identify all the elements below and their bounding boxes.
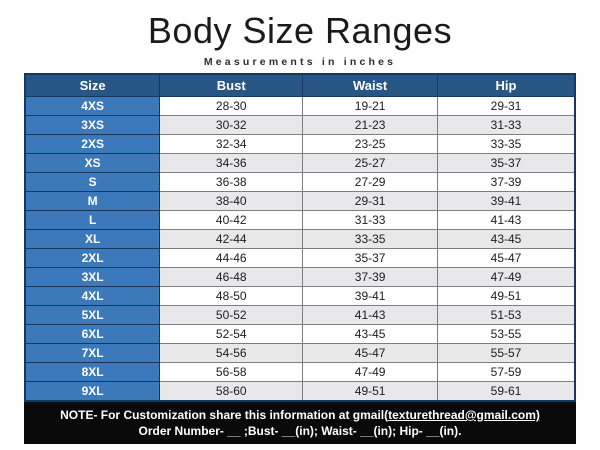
bust-cell: 42-44 — [159, 229, 304, 249]
header-size: Size — [24, 73, 161, 97]
hip-cell: 57-59 — [437, 362, 576, 382]
bust-cell: 28-30 — [159, 96, 304, 116]
hip-cell: 45-47 — [437, 248, 576, 268]
note-line-1: NOTE- For Customization share this infor… — [60, 407, 540, 423]
waist-cell: 41-43 — [302, 305, 438, 325]
size-cell: 2XL — [24, 248, 161, 268]
bust-cell: 58-60 — [159, 381, 304, 402]
size-cell: 7XL — [24, 343, 161, 363]
table-row: 2XS 32-34 23-25 33-35 — [24, 134, 576, 154]
waist-cell: 45-47 — [302, 343, 438, 363]
size-cell: 8XL — [24, 362, 161, 382]
bust-cell: 50-52 — [159, 305, 304, 325]
size-cell: M — [24, 191, 161, 211]
hip-cell: 55-57 — [437, 343, 576, 363]
hip-cell: 49-51 — [437, 286, 576, 306]
hip-cell: 29-31 — [437, 96, 576, 116]
waist-cell: 21-23 — [302, 115, 438, 135]
table-body: 4XS 28-30 19-21 29-31 3XS 30-32 21-23 31-33 2XS 3… — [24, 96, 576, 402]
table-row: 7XL 54-56 45-47 55-57 — [24, 343, 576, 363]
bust-cell: 48-50 — [159, 286, 304, 306]
hip-cell: 43-45 — [437, 229, 576, 249]
table-row: 9XL 58-60 49-51 59-61 — [24, 381, 576, 402]
note-bar: NOTE- For Customization share this infor… — [24, 402, 576, 444]
waist-cell: 33-35 — [302, 229, 438, 249]
bust-cell: 32-34 — [159, 134, 304, 154]
size-table: Size Bust Waist Hip 4XS 28-30 19-21 29-31 3X… — [24, 73, 576, 402]
page-subtitle: Measurements in inches — [203, 55, 397, 68]
size-cell: L — [24, 210, 161, 230]
hip-cell: 37-39 — [437, 172, 576, 192]
waist-cell: 27-29 — [302, 172, 438, 192]
size-cell: XL — [24, 229, 161, 249]
hip-cell: 47-49 — [437, 267, 576, 287]
table-row: L 40-42 31-33 41-43 — [24, 210, 576, 230]
waist-cell: 37-39 — [302, 267, 438, 287]
size-cell: 4XS — [24, 96, 161, 116]
hip-cell: 41-43 — [437, 210, 576, 230]
note-line-2: Order Number- __ ;Bust- __(in); Waist- _… — [138, 424, 462, 438]
waist-cell: 47-49 — [302, 362, 438, 382]
table-header-row: Size Bust Waist Hip — [24, 73, 576, 97]
waist-cell: 31-33 — [302, 210, 438, 230]
table-row: M 38-40 29-31 39-41 — [24, 191, 576, 211]
note-text: NOTE- For Customization share this infor… — [60, 408, 389, 422]
table-row: XL 42-44 33-35 43-45 — [24, 229, 576, 249]
size-cell: S — [24, 172, 161, 192]
table-row: 2XL 44-46 35-37 45-47 — [24, 248, 576, 268]
size-cell: XS — [24, 153, 161, 173]
size-cell: 4XL — [24, 286, 161, 306]
waist-cell: 39-41 — [302, 286, 438, 306]
page-title: Body Size Ranges — [147, 10, 453, 51]
hip-cell: 53-55 — [437, 324, 576, 344]
hip-cell: 39-41 — [437, 191, 576, 211]
waist-cell: 25-27 — [302, 153, 438, 173]
waist-cell: 35-37 — [302, 248, 438, 268]
table-row: S 36-38 27-29 37-39 — [24, 172, 576, 192]
table-row: 6XL 52-54 43-45 53-55 — [24, 324, 576, 344]
header-waist: Waist — [302, 73, 438, 97]
hip-cell: 33-35 — [437, 134, 576, 154]
bust-cell: 52-54 — [159, 324, 304, 344]
size-cell: 3XL — [24, 267, 161, 287]
table-row: 4XL 48-50 39-41 49-51 — [24, 286, 576, 306]
bust-cell: 36-38 — [159, 172, 304, 192]
hip-cell: 51-53 — [437, 305, 576, 325]
bust-cell: 54-56 — [159, 343, 304, 363]
waist-cell: 23-25 — [302, 134, 438, 154]
bust-cell: 34-36 — [159, 153, 304, 173]
email-link[interactable]: texturethread@gmail.com) — [388, 408, 540, 422]
size-cell: 9XL — [24, 381, 161, 402]
waist-cell: 29-31 — [302, 191, 438, 211]
table-row: 3XL 46-48 37-39 47-49 — [24, 267, 576, 287]
header-bust: Bust — [159, 73, 304, 97]
bust-cell: 40-42 — [159, 210, 304, 230]
hip-cell: 35-37 — [437, 153, 576, 173]
size-cell: 3XS — [24, 115, 161, 135]
table-row: 8XL 56-58 47-49 57-59 — [24, 362, 576, 382]
waist-cell: 43-45 — [302, 324, 438, 344]
table-row: XS 34-36 25-27 35-37 — [24, 153, 576, 173]
header-hip: Hip — [437, 73, 576, 97]
size-cell: 6XL — [24, 324, 161, 344]
hip-cell: 59-61 — [437, 381, 576, 402]
table-row: 3XS 30-32 21-23 31-33 — [24, 115, 576, 135]
hip-cell: 31-33 — [437, 115, 576, 135]
waist-cell: 19-21 — [302, 96, 438, 116]
bust-cell: 46-48 — [159, 267, 304, 287]
bust-cell: 30-32 — [159, 115, 304, 135]
size-cell: 2XS — [24, 134, 161, 154]
bust-cell: 44-46 — [159, 248, 304, 268]
table-row: 5XL 50-52 41-43 51-53 — [24, 305, 576, 325]
size-table-container: Size Bust Waist Hip 4XS 28-30 19-21 29-31 3X… — [24, 73, 576, 444]
bust-cell: 56-58 — [159, 362, 304, 382]
bust-cell: 38-40 — [159, 191, 304, 211]
waist-cell: 49-51 — [302, 381, 438, 402]
size-cell: 5XL — [24, 305, 161, 325]
table-row: 4XS 28-30 19-21 29-31 — [24, 96, 576, 116]
